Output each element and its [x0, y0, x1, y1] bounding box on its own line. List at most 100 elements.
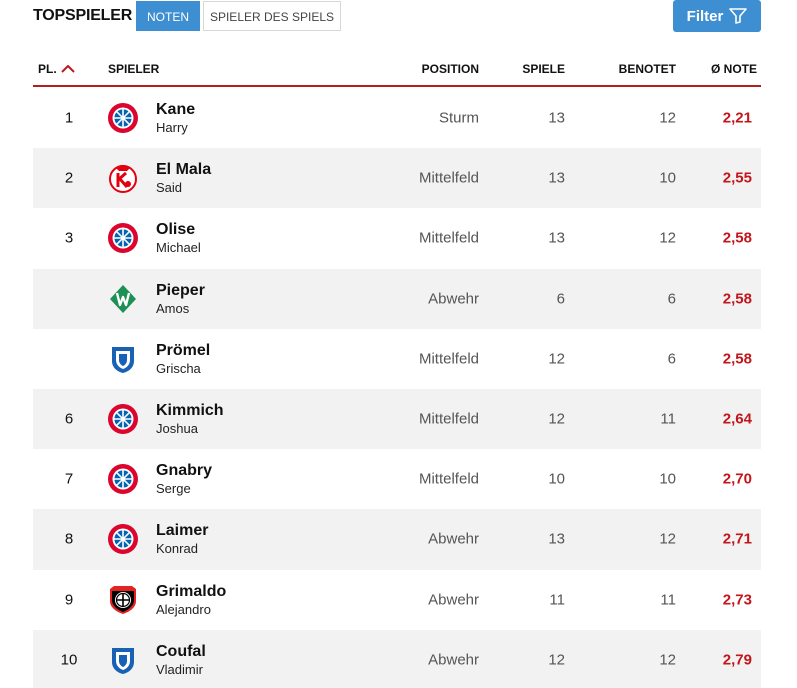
player-first-name: Grischa [156, 360, 201, 376]
player-last-name: Laimer [156, 522, 209, 540]
tsg-hoffenheim-logo-icon [107, 343, 139, 375]
rank: 2 [64, 169, 74, 187]
games-rated: 12 [659, 109, 676, 127]
player-position: Mittelfeld [418, 350, 479, 368]
player-name[interactable]: Coufal Vladimir [156, 642, 206, 678]
games-played: 13 [548, 229, 565, 247]
column-header-benotet[interactable]: BENOTET [618, 62, 676, 76]
player-first-name: Serge [156, 481, 191, 497]
games-played: 13 [548, 169, 565, 187]
table-row[interactable]: 8 Laimer Konrad Abwehr 13 12 2,71 [33, 509, 761, 570]
player-name[interactable]: Grimaldo Alejandro [156, 581, 226, 617]
table-row[interactable]: 10 Coufal Vladimir Abwehr 12 12 2,79 [33, 629, 761, 688]
games-played: 13 [548, 109, 565, 127]
average-grade: 2,71 [722, 530, 752, 548]
rank: 8 [64, 530, 74, 548]
column-header-note[interactable]: Ø NOTE [710, 62, 757, 76]
top-bar: TOPSPIELER NOTEN SPIELER DES SPIELS Filt… [33, 0, 761, 32]
games-played: 12 [548, 651, 565, 669]
rank: 10 [60, 651, 78, 669]
column-header-position[interactable]: POSITION [421, 62, 479, 76]
werder-bremen-logo-icon [107, 283, 139, 315]
player-position: Abwehr [428, 530, 479, 548]
table-row[interactable]: 6 Kimmich Joshua Mittelfeld 12 11 2,64 [33, 388, 761, 450]
player-first-name: Said [156, 180, 183, 196]
player-position: Abwehr [428, 290, 479, 308]
player-position: Abwehr [428, 591, 479, 609]
player-position: Mittelfeld [418, 169, 479, 187]
player-position: Mittelfeld [418, 229, 479, 247]
games-played: 13 [548, 530, 565, 548]
funnel-icon [729, 8, 748, 24]
table-row[interactable]: 1 Kane Harry Sturm 13 12 2,21 [33, 88, 761, 148]
filter-button[interactable]: Filter [673, 0, 761, 32]
player-last-name: Prömel [156, 341, 211, 359]
tab-noten[interactable]: NOTEN [136, 1, 200, 31]
games-rated: 10 [659, 470, 676, 488]
rank: 7 [64, 470, 74, 488]
tab-spieler-des-spiels[interactable]: SPIELER DES SPIELS [203, 1, 341, 31]
rank: 6 [64, 410, 74, 428]
player-name[interactable]: Olise Michael [156, 220, 201, 256]
player-name[interactable]: Prömel Grischa [156, 341, 210, 377]
rank: 3 [64, 229, 74, 247]
games-rated: 11 [660, 410, 676, 428]
column-header-spiele[interactable]: SPIELE [522, 62, 565, 76]
table-row[interactable]: Pieper Amos Abwehr 6 6 2,58 [33, 268, 761, 329]
player-position: Sturm [438, 109, 479, 127]
games-played: 6 [556, 290, 565, 308]
player-first-name: Amos [156, 300, 190, 316]
sort-ascending-icon [60, 65, 75, 73]
bayer-leverkusen-logo-icon [107, 584, 139, 616]
fc-koeln-logo-icon [107, 162, 139, 194]
average-grade: 2,58 [722, 229, 752, 247]
player-name[interactable]: Gnabry Serge [156, 461, 212, 497]
table-row[interactable]: 2 El Mala Said Mittelfeld 13 10 2,55 [33, 148, 761, 209]
average-grade: 2,21 [722, 109, 752, 127]
table-row[interactable]: 7 Gnabry Serge Mittelfeld 10 10 2,70 [33, 449, 761, 509]
filter-label: Filter [686, 7, 724, 25]
table-header: PL. SPIELER POSITION SPIELE BENOTET Ø NO… [33, 56, 761, 87]
column-header-pl[interactable]: PL. [38, 62, 75, 76]
player-name[interactable]: Kane Harry [156, 100, 195, 136]
games-played: 11 [549, 591, 565, 609]
games-played: 10 [548, 470, 565, 488]
player-last-name: Kane [156, 100, 196, 118]
player-last-name: Olise [156, 221, 196, 239]
fc-bayern-logo-icon [107, 523, 139, 555]
player-first-name: Vladimir [156, 661, 203, 677]
fc-bayern-logo-icon [107, 463, 139, 495]
player-name[interactable]: El Mala Said [156, 160, 211, 196]
fc-bayern-logo-icon [107, 403, 139, 435]
player-first-name: Joshua [156, 420, 198, 436]
average-grade: 2,79 [722, 651, 752, 669]
player-position: Mittelfeld [418, 410, 479, 428]
player-first-name: Konrad [156, 541, 198, 557]
player-name[interactable]: Kimmich Joshua [156, 401, 224, 437]
games-rated: 10 [659, 169, 676, 187]
average-grade: 2,58 [722, 290, 752, 308]
average-grade: 2,73 [722, 591, 752, 609]
player-last-name: Kimmich [156, 401, 224, 419]
games-rated: 12 [659, 530, 676, 548]
rank: 1 [64, 109, 74, 127]
average-grade: 2,70 [722, 470, 752, 488]
player-name[interactable]: Laimer Konrad [156, 521, 208, 557]
player-first-name: Harry [156, 119, 188, 135]
player-name[interactable]: Pieper Amos [156, 281, 205, 317]
player-last-name: El Mala [156, 161, 212, 179]
average-grade: 2,64 [722, 410, 752, 428]
player-position: Abwehr [428, 651, 479, 669]
column-header-spieler[interactable]: SPIELER [108, 62, 160, 76]
player-first-name: Alejandro [156, 601, 211, 617]
player-position: Mittelfeld [418, 470, 479, 488]
player-last-name: Pieper [156, 281, 205, 299]
table-row[interactable]: 9 Grimaldo Alejandro Abwehr 11 11 2,73 [33, 570, 761, 630]
table-row[interactable]: Prömel Grischa Mittelfeld 12 6 2,58 [33, 329, 761, 389]
table-row[interactable]: 3 Olise Michael Mittelfeld 13 12 2,58 [33, 208, 761, 268]
player-last-name: Gnabry [156, 462, 213, 480]
games-rated: 12 [659, 229, 676, 247]
player-table: 1 Kane Harry Sturm 13 12 2,21 2 El Mala … [33, 88, 761, 688]
rank: 9 [64, 591, 74, 609]
player-last-name: Grimaldo [156, 582, 227, 600]
